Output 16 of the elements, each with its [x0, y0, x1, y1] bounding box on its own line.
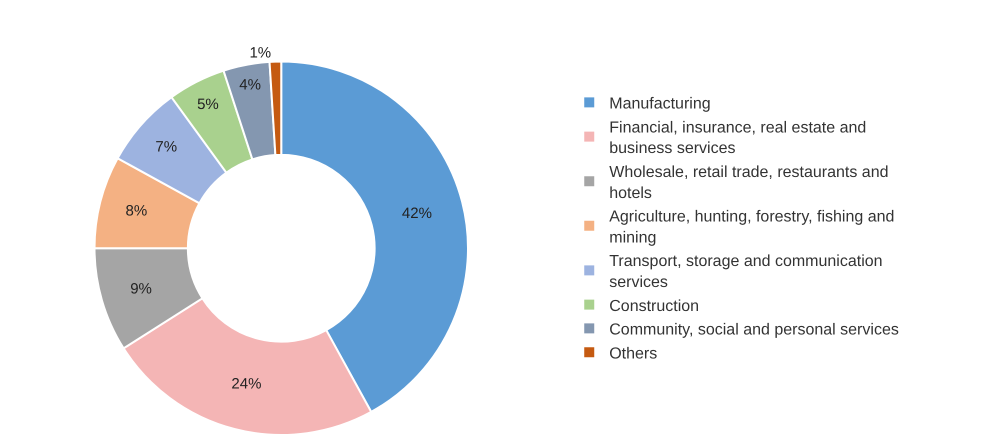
data-label: 5%	[197, 96, 219, 113]
legend-label: Financial, insurance, real estate and business services	[609, 119, 866, 158]
data-label: 7%	[155, 138, 178, 156]
legend-label: Construction	[609, 298, 700, 315]
data-label: 24%	[231, 375, 262, 392]
legend-label: Agriculture, hunting, forestry, fishing and mining	[609, 208, 894, 246]
legend-label: Community, social and personal services	[609, 322, 899, 339]
legend-label: Transport, storage and communication services	[609, 253, 883, 292]
data-label: 9%	[130, 280, 152, 298]
data-label: 4%	[239, 76, 261, 94]
data-label: 1%	[249, 44, 272, 62]
data-label: 42%	[402, 204, 432, 222]
data-label: 8%	[126, 202, 148, 220]
legend-label: Others	[609, 345, 658, 362]
legend-label: Manufacturing	[609, 96, 711, 113]
legend-label: Wholesale, retail trade, restaurants and hotels	[609, 164, 889, 202]
